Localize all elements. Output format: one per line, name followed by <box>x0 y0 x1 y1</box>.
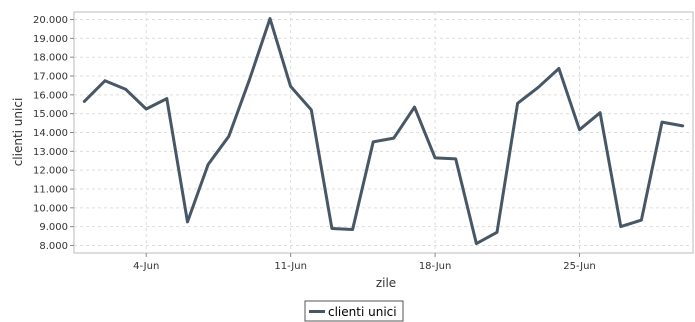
x-tick-label: 18-Jun <box>419 261 452 272</box>
y-tick-label: 13.000 <box>33 147 68 158</box>
y-tick-label: 18.000 <box>33 53 68 64</box>
y-tick-label: 20.000 <box>33 15 68 26</box>
x-tick-label: 11-Jun <box>274 261 307 272</box>
y-tick-label: 15.000 <box>33 109 68 120</box>
y-tick-label: 10.000 <box>33 203 68 214</box>
y-tick-label: 16.000 <box>33 90 68 101</box>
x-axis-title: zile <box>376 276 396 290</box>
legend-label: clienti unici <box>328 305 397 319</box>
y-axis-title: clienti unici <box>11 98 25 167</box>
x-axis: 4-Jun 11-Jun 18-Jun 25-Jun <box>133 253 596 272</box>
x-tick-label: 4-Jun <box>133 261 159 272</box>
legend: clienti unici <box>304 300 404 322</box>
y-axis: 8.000 9.000 10.000 11.000 12.000 13.000 14.000… <box>33 15 74 252</box>
series-layer <box>82 17 685 246</box>
y-tick-label: 19.000 <box>33 34 68 45</box>
y-tick-label: 17.000 <box>33 72 68 83</box>
y-tick-label: 12.000 <box>33 166 68 177</box>
series-line-0 <box>82 17 685 246</box>
y-tick-label: 14.000 <box>33 128 68 139</box>
y-tick-label: 8.000 <box>39 241 68 252</box>
y-tick-label: 9.000 <box>39 222 68 233</box>
legend-box <box>304 300 404 322</box>
y-tick-label: 11.000 <box>33 184 68 195</box>
x-tick-label: 25-Jun <box>563 261 596 272</box>
